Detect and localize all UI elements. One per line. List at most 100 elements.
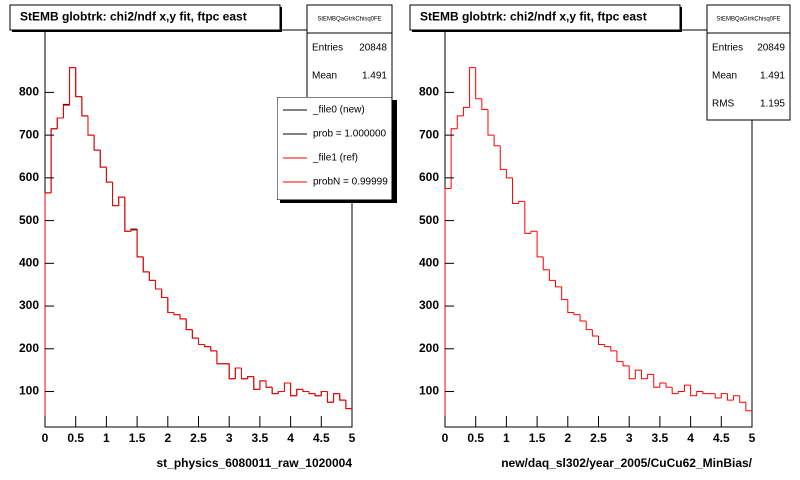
stats-label: Mean — [712, 71, 737, 82]
histogram-bin — [130, 229, 138, 232]
legend-label: _file0 (new) — [312, 105, 365, 116]
stats-value: 20848 — [359, 43, 387, 54]
histogram-bin — [598, 335, 605, 346]
histogram-bin — [191, 329, 199, 339]
histogram-bin — [333, 393, 340, 403]
stats-title: StEMBQaGtrkChisq0FE — [317, 17, 381, 23]
histogram-bin — [290, 382, 297, 397]
y-tick-label: 200 — [19, 341, 39, 355]
x-tick-label: 2.5 — [590, 431, 607, 445]
histogram-bin — [69, 67, 76, 105]
histogram-bin — [277, 391, 285, 394]
histogram-bin — [561, 286, 568, 301]
histogram-bin — [320, 391, 328, 396]
histogram-bin — [505, 169, 513, 179]
y-tick-label: 400 — [19, 256, 39, 270]
stats-box — [706, 4, 791, 121]
histogram-bin — [512, 177, 519, 205]
histogram-bin — [702, 391, 710, 395]
y-tick-label: 100 — [419, 384, 439, 398]
histogram-bin — [265, 380, 273, 388]
histogram-bin — [142, 256, 150, 273]
x-tick-label: 1 — [103, 431, 110, 445]
y-tick-label: 700 — [419, 127, 439, 141]
histogram-bin — [148, 271, 156, 281]
histogram-bin — [234, 367, 242, 379]
legend-box — [277, 97, 392, 200]
histogram-bin — [720, 393, 728, 398]
histogram-bin — [567, 299, 574, 313]
stats-value: 1.195 — [760, 99, 785, 110]
histogram-bin — [234, 367, 242, 379]
y-tick-label: 100 — [19, 384, 39, 398]
x-tick-label: 0 — [42, 431, 49, 445]
histogram-bin — [683, 384, 691, 392]
histogram-bin — [326, 391, 334, 403]
histogram-bin — [81, 96, 88, 117]
stats-label: RMS — [712, 99, 735, 110]
histogram-bin — [499, 145, 507, 170]
y-tick-label: 200 — [419, 341, 439, 355]
histogram-bin — [690, 385, 697, 397]
histogram-bin — [105, 167, 113, 183]
x-tick-label: 3.5 — [252, 431, 269, 445]
histogram-bin — [191, 329, 199, 339]
histogram-bin — [610, 346, 617, 352]
histogram-bin — [616, 350, 624, 363]
histogram-bin — [56, 117, 64, 129]
histogram-bin — [345, 400, 352, 410]
histogram-bin — [228, 363, 236, 380]
histogram-bin — [56, 117, 64, 129]
y-tick-label: 500 — [19, 213, 39, 227]
histogram-bin — [136, 229, 144, 258]
plot-frame — [444, 29, 753, 428]
histogram-bin — [216, 350, 224, 365]
histogram-bin — [216, 350, 224, 365]
histogram-bin — [161, 288, 168, 299]
histogram-bin — [345, 400, 352, 410]
histogram-bin — [271, 387, 279, 395]
y-tick-label: 700 — [19, 127, 39, 141]
histogram-bin — [739, 395, 746, 403]
histogram-bin — [302, 389, 310, 393]
histogram-bin — [518, 200, 525, 204]
histogram-bin — [112, 182, 119, 207]
histogram-bin — [118, 196, 125, 206]
x-tick-label: 1.5 — [129, 431, 146, 445]
histogram-bin — [185, 318, 193, 331]
x-tick-label: 3.5 — [652, 431, 669, 445]
histogram-bin — [198, 338, 205, 346]
stats-value: 20849 — [757, 43, 785, 54]
histogram-bin — [320, 391, 328, 396]
histogram-bin — [326, 391, 334, 403]
histogram-bin — [142, 256, 150, 273]
histogram-bin — [265, 380, 273, 388]
histogram-bin — [308, 391, 316, 395]
histogram-bin — [155, 280, 162, 290]
histogram-bin — [210, 346, 217, 352]
y-tick-label: 600 — [419, 170, 439, 184]
histogram-bin — [659, 382, 667, 388]
histogram-bin — [634, 369, 642, 379]
histogram-bin — [542, 256, 550, 271]
histogram-bin — [536, 231, 544, 258]
x-tick-label: 5 — [749, 431, 756, 445]
legend-label: probN = 0.99999 — [313, 177, 388, 188]
chart-title: StEMB globtrk: chi2/ndf x,y fit, ftpc ea… — [420, 10, 647, 24]
histogram-bin — [696, 391, 703, 396]
histogram-bin — [105, 167, 113, 183]
histogram-bin — [148, 271, 156, 281]
histogram-bin — [50, 128, 58, 193]
histogram-bin — [628, 365, 636, 380]
x-tick-label: 3 — [226, 431, 233, 445]
histogram-bin — [290, 382, 297, 397]
histogram-bin — [124, 197, 131, 232]
histogram-bin — [210, 346, 217, 352]
histogram-bin — [665, 382, 673, 388]
legend: _file0 (new) prob = 1.000000 _file1 (ref) p… — [277, 97, 392, 200]
histogram-bin — [99, 150, 107, 168]
x-tick-label: 2.5 — [190, 431, 207, 445]
y-tick-label: 400 — [419, 256, 439, 270]
x-tick-label: 4.5 — [313, 431, 330, 445]
title-box — [409, 4, 681, 31]
